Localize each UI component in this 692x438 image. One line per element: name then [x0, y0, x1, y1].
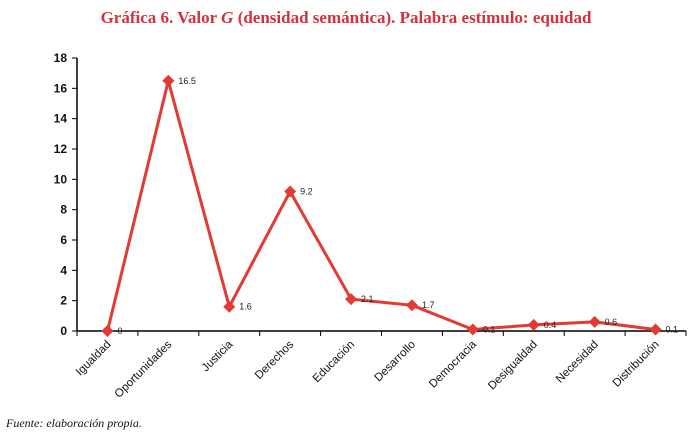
x-category-label: Igualdad — [74, 339, 114, 379]
x-category-label: Oportunidades — [113, 338, 175, 400]
data-point-marker — [588, 315, 601, 328]
data-point-marker — [223, 300, 236, 313]
y-tick-label: 18 — [54, 51, 68, 65]
data-label: 9.2 — [300, 186, 313, 196]
data-point-marker — [466, 323, 479, 336]
data-point-marker — [101, 325, 114, 337]
x-category-label: Educación — [311, 339, 357, 385]
data-point-marker — [345, 293, 358, 306]
x-category-label: Desigualdad — [486, 339, 540, 393]
data-label: 16.5 — [178, 76, 196, 86]
title-italic-g: G — [221, 8, 234, 27]
title-suffix: (densidad semántica). Palabra estímulo: … — [233, 8, 592, 27]
y-tick-label: 16 — [54, 81, 68, 95]
y-tick-label: 4 — [60, 263, 67, 277]
y-tick-label: 8 — [60, 203, 67, 217]
y-tick-label: 0 — [60, 324, 67, 338]
data-label: 0.4 — [544, 320, 557, 330]
x-category-label: Necesidad — [554, 339, 601, 386]
data-label: 0.6 — [605, 317, 618, 327]
data-label: 1.7 — [422, 300, 435, 310]
y-tick-label: 6 — [60, 233, 67, 247]
data-label: 0.1 — [483, 324, 496, 334]
y-tick-label: 12 — [54, 142, 68, 156]
y-tick-label: 2 — [60, 294, 67, 308]
data-point-marker — [405, 299, 418, 312]
data-label: 1.6 — [239, 302, 252, 312]
x-category-label: Desarrollo — [373, 339, 419, 385]
data-point-marker — [284, 185, 297, 198]
chart-title: Gráfica 6. Valor G (densidad semántica).… — [0, 8, 692, 28]
data-point-marker — [162, 74, 175, 87]
x-category-label: Derechos — [253, 338, 296, 381]
x-category-label: Distribución — [611, 339, 662, 390]
series-line — [106, 79, 656, 332]
data-label: 0 — [117, 326, 122, 336]
source-note: Fuente: elaboración propia. — [6, 416, 142, 430]
title-prefix: Gráfica 6. Valor — [100, 8, 222, 27]
y-tick-label: 14 — [54, 112, 68, 126]
data-label: 0.1 — [666, 324, 679, 334]
data-point-marker — [527, 318, 540, 331]
y-tick-label: 10 — [54, 172, 68, 186]
x-category-label: Democracia — [427, 338, 479, 390]
data-label: 2.1 — [361, 294, 374, 304]
x-category-label: Justicia — [200, 338, 236, 374]
data-point-marker — [649, 323, 662, 336]
